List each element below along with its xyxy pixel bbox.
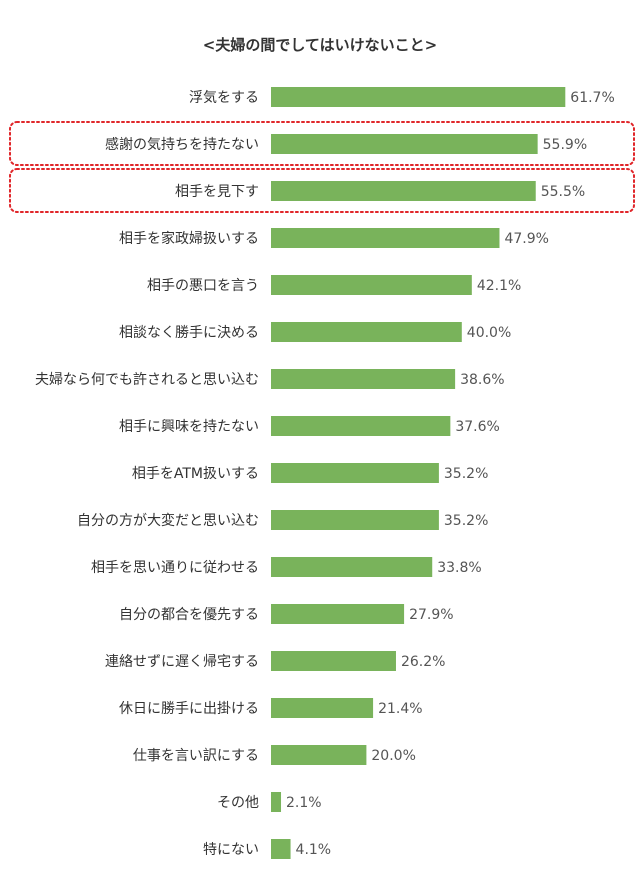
category-label: 相手を思い通りに従わせる	[91, 560, 259, 576]
value-label: 33.8%	[437, 560, 481, 576]
bar	[271, 181, 536, 201]
bar	[271, 745, 367, 765]
category-label: 相手の悪口を言う	[147, 278, 259, 294]
bar	[271, 792, 282, 812]
bar	[271, 228, 500, 248]
value-label: 2.1%	[286, 795, 322, 811]
value-label: 26.2%	[401, 654, 445, 670]
value-label: 35.2%	[444, 513, 488, 529]
category-label: 浮気をする	[189, 90, 259, 106]
value-label: 40.0%	[467, 325, 511, 341]
category-label: 相手に興味を持たない	[119, 419, 259, 435]
category-label: 相手を家政婦扱いする	[119, 230, 259, 247]
value-label: 42.1%	[477, 278, 521, 294]
value-label: 27.9%	[409, 607, 453, 623]
category-label: 仕事を言い訳にする	[133, 748, 259, 764]
bar	[271, 557, 433, 577]
bar	[271, 510, 439, 530]
category-label: 自分の方が大変だと思い込む	[77, 512, 259, 529]
category-label: 相手を見下す	[175, 184, 259, 200]
bar	[271, 134, 538, 154]
bar	[271, 839, 291, 859]
value-label: 55.9%	[543, 137, 587, 153]
value-label: 37.6%	[455, 419, 499, 435]
bar	[271, 87, 566, 107]
highlight-box	[9, 121, 635, 166]
bar	[271, 322, 462, 342]
bar	[271, 416, 451, 436]
value-label: 61.7%	[570, 90, 614, 106]
highlight-box	[9, 168, 635, 213]
value-label: 20.0%	[371, 748, 415, 764]
chart-title: <夫婦の間でしてはいけないこと>	[202, 36, 438, 54]
bar	[271, 698, 374, 718]
bar	[271, 604, 405, 624]
category-label: 自分の都合を優先する	[119, 607, 259, 623]
bar	[271, 463, 439, 483]
value-label: 55.5%	[541, 184, 585, 200]
bar	[271, 275, 472, 295]
category-label: 休日に勝手に出掛ける	[119, 701, 259, 717]
value-label: 38.6%	[460, 372, 504, 388]
category-label: その他	[217, 795, 259, 811]
category-label: 連絡せずに遅く帰宅する	[105, 653, 259, 670]
value-label: 47.9%	[504, 231, 548, 247]
category-label: 相談なく勝手に決める	[119, 325, 259, 341]
value-label: 21.4%	[378, 701, 422, 717]
category-label: 夫婦なら何でも許されると思い込む	[35, 371, 259, 388]
value-label: 4.1%	[296, 842, 332, 858]
category-label: 特にない	[203, 842, 259, 858]
value-label: 35.2%	[444, 466, 488, 482]
bar	[271, 369, 456, 389]
category-label: 感謝の気持ちを持たない	[105, 136, 259, 153]
category-label: 相手をATM扱いする	[132, 466, 259, 482]
bar	[271, 651, 396, 671]
